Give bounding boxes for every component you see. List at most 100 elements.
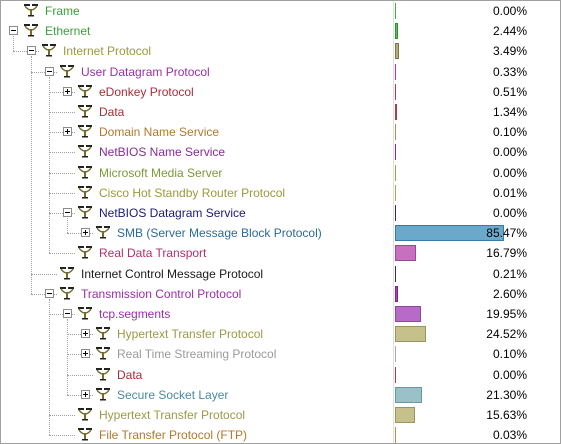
collapse-toggle[interactable]: [9, 26, 18, 36]
percent-bar: [395, 144, 396, 161]
tree-connector: [67, 394, 93, 396]
tree-connector: [49, 253, 75, 255]
percent-bar: [395, 265, 396, 282]
protocol-label: Domain Name Service: [99, 125, 220, 140]
table-row[interactable]: Data 0.00%: [1, 365, 560, 385]
column-separator: [393, 1, 394, 443]
table-row[interactable]: User Datagram Protocol 0.33%: [1, 62, 560, 82]
tree-connector: [31, 293, 57, 295]
protocol-label: File Transfer Protocol (FTP): [99, 428, 248, 443]
protocol-icon: [77, 84, 93, 98]
protocol-label: Frame: [45, 4, 80, 18]
tree-connector: [49, 112, 75, 113]
percent-value: 21.30%: [486, 387, 527, 402]
protocol-label: Real Data Transport: [99, 246, 207, 261]
table-row[interactable]: Cisco Hot Standby Router Protocol 0.01%: [1, 183, 560, 203]
expand-toggle[interactable]: [63, 127, 72, 137]
tree-connector: [67, 218, 68, 234]
protocol-icon: [77, 104, 93, 118]
percent-value: 16.79%: [486, 246, 527, 261]
protocol-icon: [77, 306, 93, 320]
protocol-label: Cisco Hot Standby Router Protocol: [99, 185, 286, 200]
percent-value: 0.00%: [492, 165, 527, 180]
percent-bar: [395, 346, 396, 363]
protocol-icon: [95, 367, 111, 381]
tree-connector: [49, 152, 75, 154]
percent-bar: [395, 184, 396, 201]
protocol-icon: [77, 165, 93, 179]
tree-connector: [49, 415, 75, 416]
percent-value: 2.60%: [492, 286, 527, 301]
percent-value: 0.33%: [492, 64, 527, 79]
tree-connector: [49, 435, 75, 437]
percent-value: 15.63%: [486, 408, 527, 422]
table-row[interactable]: Data 1.34%: [1, 102, 560, 122]
table-row[interactable]: Frame 0.00%: [1, 1, 560, 21]
table-row[interactable]: Hypertext Transfer Protocol 15.63%: [1, 405, 560, 425]
protocol-icon: [77, 245, 93, 259]
table-row[interactable]: Internet Control Message Protocol 0.21%: [1, 264, 560, 284]
percent-value: 0.00%: [492, 206, 527, 220]
table-row[interactable]: Ethernet 2.44%: [1, 21, 560, 41]
tree-connector: [13, 51, 39, 53]
protocol-label: SMB (Server Message Block Protocol): [117, 226, 322, 241]
protocol-icon: [77, 407, 93, 421]
expand-toggle[interactable]: [81, 329, 90, 339]
collapse-toggle[interactable]: [63, 309, 72, 318]
tree-connector: [67, 233, 93, 235]
protocol-label: tcp.segments: [99, 307, 171, 321]
protocol-icon: [77, 144, 93, 158]
table-row[interactable]: Domain Name Service 0.10%: [1, 122, 560, 142]
expand-toggle[interactable]: [81, 349, 90, 359]
percent-bar: [395, 124, 396, 141]
percent-bar: [395, 83, 396, 100]
collapse-toggle[interactable]: [63, 208, 72, 217]
table-row[interactable]: Transmission Control Protocol 2.60%: [1, 284, 560, 304]
tree-connector: [31, 56, 32, 294]
protocol-label: Real Time Streaming Protocol: [117, 347, 277, 362]
percent-value: 0.00%: [492, 145, 527, 160]
protocol-icon: [59, 266, 75, 280]
percent-value: 0.10%: [492, 125, 527, 140]
protocol-icon: [59, 64, 75, 78]
expand-toggle[interactable]: [81, 228, 90, 238]
table-row[interactable]: tcp.segments 19.95%: [1, 304, 560, 324]
table-row[interactable]: Microsoft Media Server 0.00%: [1, 163, 560, 183]
percent-bar: [395, 205, 396, 221]
collapse-toggle[interactable]: [27, 46, 36, 56]
table-row[interactable]: Real Time Streaming Protocol 0.10%: [1, 344, 560, 364]
tree-connector: [49, 76, 50, 254]
table-row[interactable]: eDonkey Protocol 0.51%: [1, 82, 560, 102]
table-row[interactable]: File Transfer Protocol (FTP) 0.03%: [1, 425, 560, 443]
percent-bar: [395, 427, 396, 443]
percent-value: 1.34%: [492, 105, 527, 119]
percent-value: 0.03%: [492, 428, 527, 443]
collapse-toggle[interactable]: [45, 66, 54, 76]
protocol-icon: [95, 387, 111, 401]
protocol-icon: [59, 286, 75, 300]
protocol-label: User Datagram Protocol: [81, 64, 210, 79]
protocol-label: Internet Control Message Protocol: [81, 266, 264, 281]
tree-connector: [49, 172, 75, 174]
table-row[interactable]: NetBIOS Name Service 0.00%: [1, 142, 560, 162]
table-row[interactable]: Secure Socket Layer 21.30%: [1, 385, 560, 405]
table-row[interactable]: NetBIOS Datagram Service 0.00%: [1, 203, 560, 223]
percent-value: 24.52%: [486, 327, 527, 342]
tree-connector: [31, 71, 57, 73]
protocol-icon: [23, 3, 39, 17]
table-row[interactable]: Internet Protocol 3.49%: [1, 41, 560, 61]
percent-bar: [395, 225, 504, 242]
table-row[interactable]: Hypertext Transfer Protocol 24.52%: [1, 324, 560, 344]
percent-bar: [395, 306, 421, 322]
protocol-icon: [41, 43, 57, 57]
percent-value: 85.47%: [486, 226, 527, 241]
percent-value: 0.00%: [492, 4, 527, 18]
percent-bar: [395, 164, 396, 181]
collapse-toggle[interactable]: [45, 288, 54, 298]
table-row[interactable]: Real Data Transport 16.79%: [1, 243, 560, 263]
table-row[interactable]: SMB (Server Message Block Protocol) 85.47…: [1, 223, 560, 243]
expand-toggle[interactable]: [63, 86, 72, 96]
percent-bar: [395, 285, 398, 302]
expand-toggle[interactable]: [81, 389, 90, 399]
